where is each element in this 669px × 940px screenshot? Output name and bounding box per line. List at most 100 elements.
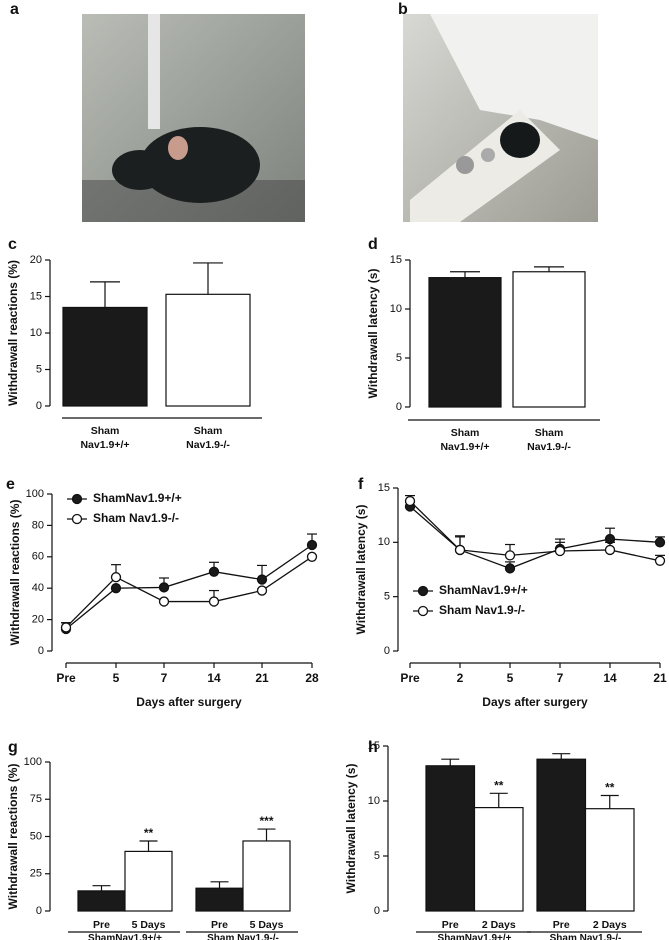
series-line <box>65 556 313 628</box>
legend-marker <box>71 513 83 525</box>
y-tick-label: 10 <box>378 536 390 548</box>
point <box>554 545 566 557</box>
point <box>504 550 516 561</box>
point <box>604 544 616 556</box>
bar <box>165 293 251 407</box>
bar <box>428 277 502 408</box>
bar <box>584 808 635 912</box>
x-tick-label: 5 Days <box>132 919 166 931</box>
y-tick-label: 5 <box>396 352 402 364</box>
significance: ** <box>144 826 154 840</box>
x-tick-label: 2 Days <box>482 919 516 931</box>
y-tick-label: 15 <box>378 482 390 494</box>
x-tick-label: 14 <box>603 671 617 685</box>
y-axis-label: Withdrawall latency (s) <box>354 505 368 635</box>
legend-label: Sham Nav1.9-/- <box>439 603 525 617</box>
panel-label: e <box>6 476 15 493</box>
y-axis-label: Withdrawall reactions (%) <box>6 260 20 406</box>
x-tick-label: Nav1.9+/+ <box>440 441 489 453</box>
y-axis-label: Withdrawall reactions (%) <box>8 500 22 646</box>
x-tick-label: Pre <box>553 919 570 931</box>
point <box>654 537 666 548</box>
x-axis-label: Days after surgery <box>482 695 588 709</box>
panel-label: g <box>8 739 18 756</box>
point <box>504 563 516 574</box>
y-tick-label: 15 <box>390 254 402 266</box>
y-axis-label: Withdrawall latency (s) <box>366 269 380 399</box>
y-axis-label: Withdrawall latency (s) <box>344 764 358 894</box>
y-tick-label: 25 <box>30 868 42 880</box>
x-tick-label: 14 <box>207 671 221 685</box>
group-label: ShamNav1.9+/+ <box>88 933 162 940</box>
x-tick-label: Sham <box>535 427 564 439</box>
legend-label: ShamNav1.9+/+ <box>439 583 528 597</box>
y-tick-label: 0 <box>36 905 42 917</box>
x-tick-label: 7 <box>161 671 168 685</box>
x-tick-label: Pre <box>442 919 459 931</box>
x-tick-label: 5 Days <box>250 919 284 931</box>
series-line <box>409 500 661 562</box>
bar <box>195 887 244 912</box>
x-tick-label: Sham <box>194 425 223 437</box>
point <box>256 574 268 585</box>
y-tick-label: 15 <box>30 290 42 302</box>
y-tick-label: 0 <box>384 645 390 657</box>
y-tick-label: 10 <box>30 327 42 339</box>
bar <box>512 271 586 408</box>
x-tick-label: 5 <box>507 671 514 685</box>
y-tick-label: 75 <box>30 793 42 805</box>
point <box>208 596 220 607</box>
x-tick-label: 28 <box>305 671 319 685</box>
point <box>158 582 170 593</box>
legend-marker <box>71 493 83 505</box>
point <box>208 566 220 577</box>
x-tick-label: 2 <box>457 671 464 685</box>
bar <box>425 765 476 912</box>
y-tick-label: 5 <box>384 591 390 603</box>
panel-label: d <box>368 236 378 253</box>
x-tick-label: Pre <box>400 671 420 685</box>
legend-label: Sham Nav1.9-/- <box>93 511 179 525</box>
bar <box>124 850 173 912</box>
x-tick-label: 21 <box>653 671 667 685</box>
point <box>306 551 318 562</box>
panel-label: a <box>10 1 19 18</box>
x-tick-label: Pre <box>211 919 228 931</box>
point <box>110 572 122 583</box>
x-tick-label: Sham <box>91 425 120 437</box>
point <box>654 555 666 566</box>
photo-restraint <box>403 14 598 222</box>
y-tick-label: 5 <box>374 850 380 862</box>
y-tick-label: 0 <box>36 400 42 412</box>
legend-marker <box>417 585 429 597</box>
x-tick-label: 21 <box>255 671 269 685</box>
y-tick-label: 0 <box>374 905 380 917</box>
y-axis-label: Withdrawall reactions (%) <box>6 764 20 910</box>
point <box>110 583 122 594</box>
y-tick-label: 15 <box>368 740 380 752</box>
x-tick-label: 2 Days <box>593 919 627 931</box>
point <box>404 495 416 507</box>
x-tick-label: Nav1.9-/- <box>527 441 571 453</box>
x-tick-label: Pre <box>93 919 110 931</box>
point <box>454 544 466 556</box>
panel-label: b <box>398 1 408 18</box>
x-axis-label: Days after surgery <box>136 695 242 709</box>
x-tick-label: Pre <box>56 671 76 685</box>
x-tick-label: Nav1.9+/+ <box>80 439 129 451</box>
bar <box>62 306 148 407</box>
point <box>60 622 72 633</box>
y-tick-label: 100 <box>26 488 44 500</box>
y-tick-label: 50 <box>30 830 42 842</box>
x-tick-label: Sham <box>451 427 480 439</box>
bar <box>242 840 291 912</box>
x-tick-label: 5 <box>113 671 120 685</box>
legend-label: ShamNav1.9+/+ <box>93 491 182 505</box>
y-tick-label: 0 <box>396 401 402 413</box>
y-tick-label: 0 <box>38 645 44 657</box>
panel-label: c <box>8 236 17 253</box>
group-label: ShamNav1.9+/+ <box>438 933 512 940</box>
y-tick-label: 10 <box>368 795 380 807</box>
panel-label: h <box>368 739 378 756</box>
